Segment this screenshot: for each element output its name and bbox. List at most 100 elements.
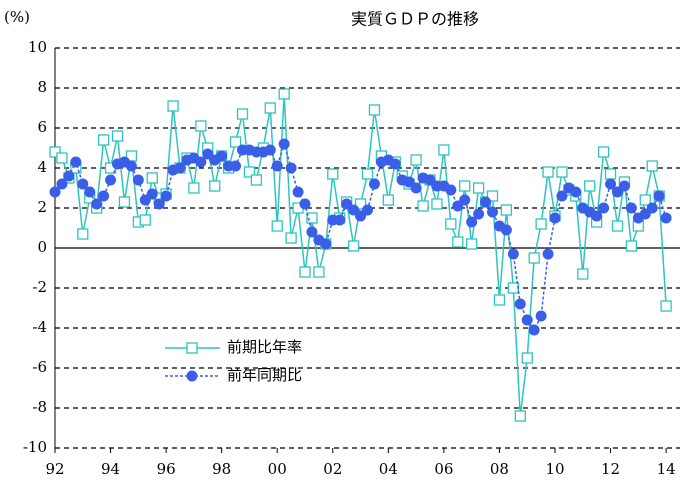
marker bbox=[445, 184, 457, 196]
marker bbox=[160, 190, 172, 202]
x-tick-label: 10 bbox=[545, 460, 564, 478]
marker bbox=[535, 218, 547, 230]
marker bbox=[486, 190, 499, 202]
legend-label: 前期比年率 bbox=[227, 338, 302, 356]
marker bbox=[285, 232, 297, 244]
marker bbox=[556, 166, 568, 178]
chart-title: 実質ＧＤＰの推移 bbox=[351, 10, 479, 29]
marker bbox=[347, 240, 360, 252]
marker bbox=[299, 266, 311, 278]
marker bbox=[91, 198, 103, 210]
y-tick-label: 6 bbox=[37, 118, 47, 136]
marker bbox=[146, 172, 158, 184]
marker bbox=[361, 168, 374, 180]
marker bbox=[459, 194, 471, 206]
marker bbox=[472, 182, 485, 194]
marker bbox=[487, 206, 498, 218]
marker bbox=[299, 198, 311, 210]
marker bbox=[528, 252, 540, 264]
marker bbox=[153, 198, 165, 210]
y-axis-label: (%) bbox=[4, 8, 30, 26]
y-tick-label: -4 bbox=[32, 318, 47, 336]
marker bbox=[611, 220, 624, 232]
marker bbox=[77, 228, 89, 240]
marker bbox=[431, 198, 443, 210]
marker bbox=[597, 146, 610, 158]
marker bbox=[473, 208, 485, 220]
marker bbox=[49, 186, 61, 198]
marker bbox=[417, 200, 429, 212]
marker bbox=[466, 216, 478, 228]
marker bbox=[306, 212, 318, 224]
marker bbox=[362, 204, 373, 216]
marker bbox=[292, 186, 304, 198]
marker bbox=[334, 214, 346, 226]
marker bbox=[77, 178, 89, 190]
marker bbox=[660, 212, 672, 224]
marker bbox=[230, 160, 242, 172]
x-tick-label: 92 bbox=[45, 460, 64, 478]
y-tick-label: 10 bbox=[28, 38, 47, 56]
marker bbox=[493, 294, 506, 306]
y-tick-label: 8 bbox=[37, 78, 47, 96]
marker bbox=[111, 130, 124, 142]
marker bbox=[70, 156, 82, 168]
marker bbox=[528, 324, 540, 336]
marker bbox=[389, 158, 401, 170]
marker bbox=[188, 182, 200, 194]
marker bbox=[243, 166, 256, 178]
legend-marker bbox=[186, 342, 198, 354]
marker bbox=[167, 100, 179, 112]
marker bbox=[500, 224, 512, 236]
marker bbox=[410, 154, 422, 166]
marker bbox=[542, 248, 554, 260]
marker bbox=[507, 248, 519, 260]
marker bbox=[146, 188, 158, 200]
marker bbox=[313, 266, 325, 278]
x-tick-label: 08 bbox=[490, 460, 509, 478]
legend-label: 前年同期比 bbox=[227, 366, 302, 384]
marker bbox=[368, 178, 380, 190]
marker bbox=[653, 190, 665, 202]
marker bbox=[618, 180, 630, 192]
marker bbox=[250, 174, 263, 186]
marker bbox=[577, 268, 589, 280]
marker bbox=[105, 174, 117, 186]
marker bbox=[229, 136, 242, 148]
marker bbox=[542, 166, 554, 178]
x-tick-label: 00 bbox=[268, 460, 287, 478]
marker bbox=[452, 236, 464, 248]
series-line bbox=[54, 141, 667, 332]
marker bbox=[97, 134, 110, 146]
marker bbox=[285, 162, 297, 174]
x-tick-label: 14 bbox=[657, 460, 676, 478]
marker bbox=[368, 104, 381, 116]
marker bbox=[84, 186, 96, 198]
marker bbox=[598, 202, 610, 214]
marker bbox=[438, 144, 450, 156]
y-tick-label: 2 bbox=[37, 198, 47, 216]
marker bbox=[271, 220, 283, 232]
marker bbox=[639, 194, 651, 206]
marker bbox=[132, 174, 144, 186]
marker bbox=[604, 168, 617, 180]
marker bbox=[521, 352, 533, 364]
marker bbox=[327, 168, 339, 180]
legend-marker bbox=[186, 370, 198, 382]
y-tick-label: 0 bbox=[37, 238, 47, 256]
y-tick-label: 4 bbox=[37, 158, 47, 176]
marker bbox=[264, 144, 276, 156]
marker bbox=[459, 180, 471, 192]
marker bbox=[584, 180, 596, 192]
marker bbox=[466, 238, 478, 250]
marker bbox=[625, 240, 638, 252]
marker bbox=[63, 170, 75, 182]
marker bbox=[98, 190, 110, 202]
marker bbox=[507, 282, 519, 294]
marker bbox=[591, 210, 603, 222]
marker bbox=[660, 300, 672, 312]
marker bbox=[278, 88, 290, 100]
marker bbox=[514, 298, 526, 310]
marker bbox=[264, 102, 276, 114]
